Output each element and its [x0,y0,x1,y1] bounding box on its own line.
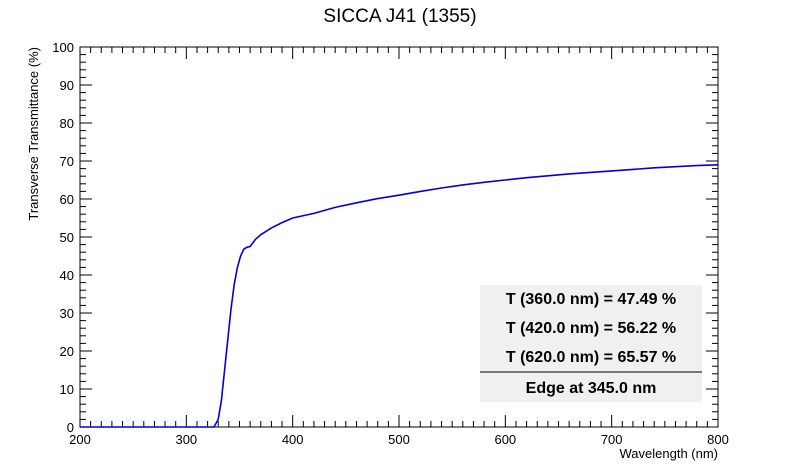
x-tick-label: 800 [707,432,729,447]
x-tick-label: 400 [282,432,304,447]
transmittance-series-line [80,164,719,428]
annotation-t360: T (360.0 nm) = 47.49 % [506,291,676,308]
y-tick-label: 30 [60,306,74,321]
annotation-box: T (360.0 nm) = 47.49 % T (420.0 nm) = 56… [480,285,702,402]
x-axis-title: Wavelength (nm) [620,446,719,461]
y-tick-label: 60 [60,192,74,207]
annotation-box-background [480,285,702,402]
tick-labels: 200 300 400 500 600 700 800 0 10 20 30 40 50 60 70 80 90… [52,40,729,447]
x-tick-label: 200 [69,432,91,447]
x-tick-label: 300 [175,432,197,447]
x-tick-label: 500 [388,432,410,447]
y-tick-label: 10 [60,382,74,397]
chart-title: SICCA J41 (1355) [323,6,476,27]
y-tick-label: 40 [60,268,74,283]
x-tick-label: 600 [494,432,516,447]
axis-ticks [79,46,719,428]
y-tick-label: 100 [52,40,74,55]
y-tick-label: 90 [60,78,74,93]
y-tick-label: 80 [60,116,74,131]
annotation-t420: T (420.0 nm) = 56.22 % [506,320,676,337]
y-tick-label: 20 [60,344,74,359]
annotation-t620: T (620.0 nm) = 65.57 % [506,349,676,366]
y-tick-label: 0 [67,420,74,435]
y-tick-label: 70 [60,154,74,169]
y-axis-title: Transverse Transmittance (%) [26,47,41,221]
y-tick-label: 50 [60,230,74,245]
annotation-edge: Edge at 345.0 nm [526,380,657,397]
x-tick-label: 700 [601,432,623,447]
